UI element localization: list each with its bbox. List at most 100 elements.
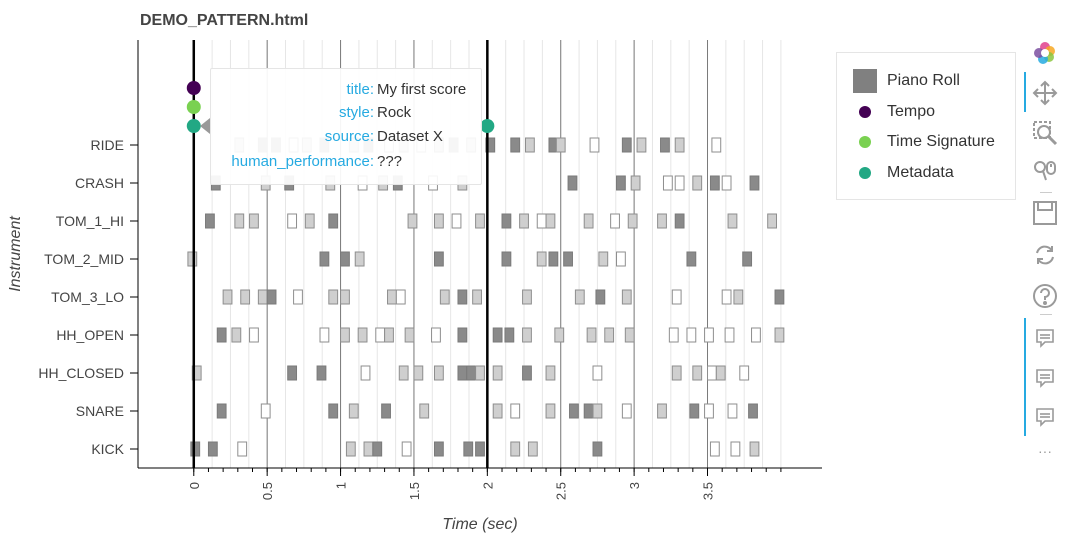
tooltip-row-title: title: My first score [211,81,481,101]
note-hh_open [504,327,515,343]
note-snare [348,403,359,419]
note-snare [545,403,556,419]
hover-tool-3-icon[interactable] [1030,402,1060,432]
note-tom_1_hi [205,213,215,229]
note-hh_open [522,327,532,343]
note-tom_2_mid [319,251,330,267]
pan-icon[interactable] [1030,78,1060,108]
legend-item-time-signature[interactable]: Time Signature [853,130,995,154]
note-tom_1_hi [407,213,418,229]
note-tom_1_hi [519,213,529,229]
note-snare [510,403,521,419]
y-tick-label: HH_CLOSED [38,365,124,381]
note-tom_3_lo [721,289,732,305]
note-tom_3_lo [222,289,233,305]
note-hh_open [554,327,565,343]
marker-metadata [186,119,201,133]
note-snare [657,403,667,419]
note-tom_2_mid [354,251,365,267]
legend-label: Time Signature [887,133,995,150]
note-hh_closed [191,365,202,381]
box-zoom-icon[interactable] [1030,118,1060,148]
note-snare [492,403,503,419]
tooltip-value: My first score [377,81,467,98]
note-snare [592,403,603,419]
note-hh_closed [715,365,726,381]
note-kick [401,441,412,457]
note-snare [583,403,594,419]
note-kick [433,441,444,457]
note-tom_2_mid [501,251,512,267]
note-tom_1_hi [583,213,594,229]
note-hh_open [604,327,615,343]
y-tick-label: TOM_3_LO [51,289,124,305]
note-tom_1_hi [727,213,738,229]
y-tick-label: KICK [91,441,124,457]
more-tools-icon[interactable]: ··· [1038,443,1052,459]
note-tom_3_lo [340,289,350,305]
active-tool-indicator [1024,318,1026,436]
reset-icon[interactable] [1030,240,1060,270]
note-snare [748,403,758,419]
note-tom_3_lo [472,289,482,305]
note-ride [589,137,600,153]
note-hh_open [231,327,242,343]
bokeh-logo-icon[interactable] [1030,38,1060,68]
legend-swatch-circle [859,136,871,148]
save-icon[interactable] [1030,198,1060,228]
note-ride [660,137,670,153]
help-icon[interactable] [1030,281,1060,311]
chart-title: DEMO_PATTERN.html [140,12,309,29]
wheel-zoom-icon[interactable] [1030,156,1060,186]
x-tick-label: 2.5 [554,482,569,500]
y-tick-label: TOM_2_MID [44,251,124,267]
note-snare [381,403,391,419]
note-hh_open [375,327,386,343]
piano-roll-plot[interactable]: RIDE CRASH TOM_1_HI TOM_2_MID TOM_3_LO HH_OPE… [0,0,830,547]
tooltip-value: Rock [377,104,412,121]
hover-tool-2-icon[interactable] [1030,363,1060,393]
marker-metadata [480,119,495,133]
note-tom_3_lo [266,289,277,305]
note-crash [630,175,641,191]
note-hh_open [216,327,227,343]
note-tom_1_hi [287,213,298,229]
note-tom_3_lo [387,289,397,305]
note-hh_open [249,327,259,343]
note-tom_2_mid [340,251,350,267]
note-crash [662,175,673,191]
x-tick-label: 2 [480,482,495,489]
tooltip-row-style: style: Rock [211,104,481,124]
note-tom_1_hi [501,213,512,229]
note-tom_3_lo [257,289,268,305]
legend-swatch-circle [859,106,871,118]
legend[interactable]: Piano Roll Tempo Time Signature Metadata [836,52,1016,200]
note-hh_open [357,327,368,343]
note-ride [485,137,496,153]
note-snare [328,403,339,419]
note-hh_open [586,327,597,343]
note-tom_2_mid [536,251,547,267]
hover-tooltip: title: My first score style: Rock source… [210,68,482,185]
note-tom_3_lo [328,289,339,305]
note-hh_open [384,327,394,343]
note-ride [636,137,647,153]
y-tick-label: SNARE [76,403,124,419]
note-hh_closed [287,365,298,381]
note-tom_3_lo [240,289,251,305]
note-tom_3_lo [439,289,450,305]
legend-label: Tempo [887,103,936,120]
note-kick [527,441,538,457]
note-tom_3_lo [522,289,532,305]
legend-item-metadata[interactable]: Metadata [853,161,954,185]
hover-tool-1-icon[interactable] [1030,323,1060,353]
note-ride [711,137,722,153]
note-ride [621,137,632,153]
note-tom_2_mid [686,251,697,267]
note-ride [555,137,566,153]
note-tom_3_lo [457,289,468,305]
legend-item-piano-roll[interactable]: Piano Roll [853,69,960,93]
note-snare [621,403,632,419]
legend-item-tempo[interactable]: Tempo [853,100,935,124]
note-tom_1_hi [536,213,547,229]
